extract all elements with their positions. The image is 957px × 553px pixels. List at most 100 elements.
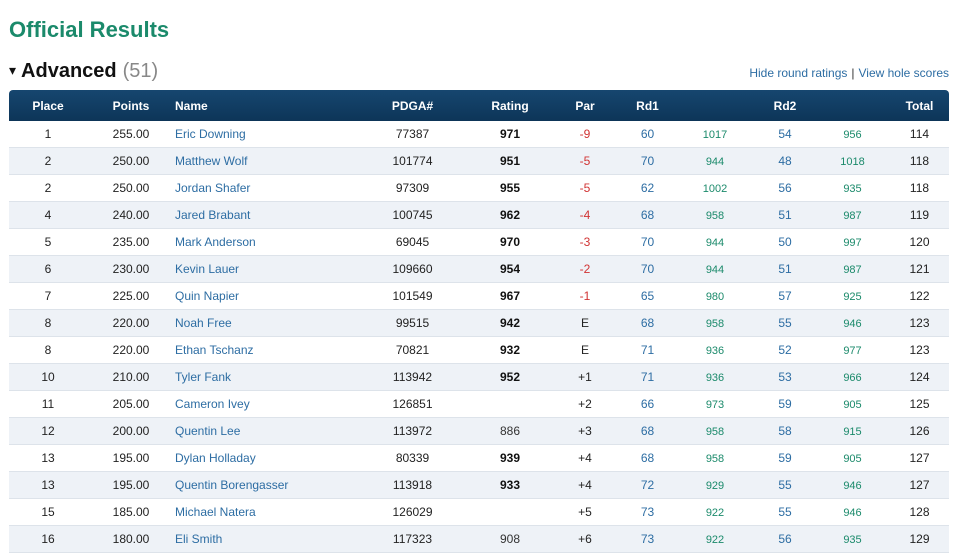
cell-rd1-score[interactable]: 68 [620, 444, 675, 472]
cell-player-name-text[interactable]: Ethan Tschanz [175, 343, 254, 357]
cell-rd2-score-text[interactable]: 51 [778, 208, 792, 222]
cell-rd2-score-text[interactable]: 52 [778, 343, 792, 357]
cell-player-name-text[interactable]: Michael Natera [175, 505, 256, 519]
header-total[interactable]: Total [905, 98, 934, 113]
cell-rd1-score[interactable]: 71 [620, 363, 675, 391]
division-header[interactable]: ▾ Advanced (51) [9, 60, 158, 83]
cell-rd1-score[interactable]: 70 [620, 147, 675, 175]
cell-player-name[interactable]: Mark Anderson [175, 228, 355, 256]
cell-rd1-score-text[interactable]: 73 [640, 505, 655, 519]
cell-rd1-score-text[interactable]: 68 [640, 424, 655, 438]
cell-rd1-score-text[interactable]: 70 [640, 235, 655, 249]
cell-rd1-score[interactable]: 68 [620, 309, 675, 337]
cell-player-name-text[interactable]: Noah Free [175, 316, 232, 330]
cell-rd1-score[interactable]: 72 [620, 471, 675, 499]
cell-player-name-text[interactable]: Eli Smith [175, 532, 223, 546]
cell-rd2-score[interactable]: 55 [755, 471, 815, 499]
cell-player-name-text[interactable]: Quin Napier [175, 289, 240, 303]
cell-rd1-score[interactable]: 62 [620, 174, 675, 202]
cell-rd1-score[interactable]: 60 [620, 121, 675, 148]
cell-rd2-score-text[interactable]: 56 [778, 532, 792, 546]
cell-rd1-score-text[interactable]: 73 [640, 532, 655, 546]
cell-rd2-score[interactable]: 55 [755, 309, 815, 337]
cell-rd2-score-text[interactable]: 56 [778, 181, 792, 195]
cell-player-name-text[interactable]: Jared Brabant [175, 208, 251, 222]
cell-rd2-score[interactable]: 51 [755, 201, 815, 229]
header-rating[interactable]: Rating [491, 98, 529, 113]
cell-rd1-score[interactable]: 73 [620, 525, 675, 553]
cell-player-name-text[interactable]: Matthew Wolf [175, 154, 248, 168]
cell-rd2-score-text[interactable]: 57 [778, 289, 792, 303]
cell-player-name-text[interactable]: Jordan Shafer [175, 181, 251, 195]
cell-rd2-score[interactable]: 56 [755, 174, 815, 202]
header-rd1[interactable]: Rd1 [636, 98, 659, 113]
cell-rd1-score-text[interactable]: 71 [640, 370, 655, 384]
cell-rd1-score[interactable]: 71 [620, 336, 675, 364]
cell-rd2-score-text[interactable]: 51 [778, 262, 792, 276]
cell-rd2-score[interactable]: 48 [755, 147, 815, 175]
collapse-triangle-icon[interactable]: ▾ [9, 62, 17, 78]
cell-rd1-score-text[interactable]: 65 [640, 289, 655, 303]
cell-player-name[interactable]: Quentin Lee [175, 417, 355, 445]
cell-rd2-score-text[interactable]: 59 [778, 397, 792, 411]
cell-rd2-score[interactable]: 55 [755, 498, 815, 526]
cell-rd2-score-text[interactable]: 55 [778, 478, 792, 492]
cell-rd2-score[interactable]: 54 [755, 121, 815, 148]
cell-player-name-text[interactable]: Quentin Borengasser [175, 478, 289, 492]
cell-rd1-score[interactable]: 73 [620, 498, 675, 526]
cell-rd1-score-text[interactable]: 62 [640, 181, 655, 195]
cell-rd2-score[interactable]: 50 [755, 228, 815, 256]
cell-player-name[interactable]: Eli Smith [175, 525, 355, 553]
header-points[interactable]: Points [112, 98, 150, 113]
cell-rd2-score-text[interactable]: 55 [778, 316, 792, 330]
cell-rd1-score-text[interactable]: 68 [640, 316, 655, 330]
cell-rd2-score[interactable]: 56 [755, 525, 815, 553]
cell-rd2-score[interactable]: 59 [755, 390, 815, 418]
header-par[interactable]: Par [575, 98, 595, 113]
header-name[interactable]: Name [175, 98, 208, 113]
cell-rd1-score-text[interactable]: 66 [640, 397, 655, 411]
cell-rd2-score[interactable]: 51 [755, 255, 815, 283]
cell-player-name[interactable]: Noah Free [175, 309, 355, 337]
cell-rd1-score[interactable]: 66 [620, 390, 675, 418]
cell-rd1-score-text[interactable]: 70 [640, 154, 655, 168]
cell-player-name-text[interactable]: Cameron Ivey [175, 397, 250, 411]
cell-rd2-score-text[interactable]: 58 [778, 424, 792, 438]
cell-player-name[interactable]: Eric Downing [175, 121, 355, 148]
view-hole-scores-link[interactable]: View hole scores [858, 66, 950, 80]
hide-round-ratings-link[interactable]: Hide round ratings [749, 66, 848, 80]
cell-rd2-score[interactable]: 53 [755, 363, 815, 391]
cell-player-name[interactable]: Tyler Fank [175, 363, 355, 391]
cell-player-name[interactable]: Dylan Holladay [175, 444, 355, 472]
cell-player-name[interactable]: Kevin Lauer [175, 255, 355, 283]
cell-rd1-score[interactable]: 68 [620, 417, 675, 445]
cell-player-name[interactable]: Michael Natera [175, 498, 355, 526]
cell-player-name[interactable]: Quin Napier [175, 282, 355, 310]
cell-rd2-score-text[interactable]: 59 [778, 451, 792, 465]
cell-rd2-score[interactable]: 59 [755, 444, 815, 472]
cell-rd1-score[interactable]: 65 [620, 282, 675, 310]
cell-rd1-score-text[interactable]: 70 [640, 262, 655, 276]
cell-rd1-score-text[interactable]: 68 [640, 451, 655, 465]
cell-rd2-score[interactable]: 52 [755, 336, 815, 364]
cell-player-name[interactable]: Matthew Wolf [175, 147, 355, 175]
cell-rd1-score-text[interactable]: 60 [640, 127, 655, 141]
cell-player-name-text[interactable]: Tyler Fank [175, 370, 232, 384]
cell-rd1-score[interactable]: 70 [620, 228, 675, 256]
cell-rd2-score[interactable]: 58 [755, 417, 815, 445]
cell-player-name-text[interactable]: Quentin Lee [175, 424, 241, 438]
cell-player-name-text[interactable]: Dylan Holladay [175, 451, 256, 465]
cell-rd1-score-text[interactable]: 71 [640, 343, 655, 357]
cell-player-name-text[interactable]: Kevin Lauer [175, 262, 240, 276]
header-pdga[interactable]: PDGA# [391, 98, 434, 113]
cell-player-name[interactable]: Quentin Borengasser [175, 471, 355, 499]
cell-rd1-score-text[interactable]: 68 [640, 208, 655, 222]
cell-player-name-text[interactable]: Mark Anderson [175, 235, 256, 249]
cell-rd2-score-text[interactable]: 55 [778, 505, 792, 519]
cell-rd2-score-text[interactable]: 53 [778, 370, 792, 384]
cell-rd1-score[interactable]: 70 [620, 255, 675, 283]
cell-player-name[interactable]: Cameron Ivey [175, 390, 355, 418]
cell-rd1-score-text[interactable]: 72 [640, 478, 655, 492]
cell-rd2-score-text[interactable]: 50 [778, 235, 792, 249]
header-rd2[interactable]: Rd2 [773, 98, 797, 113]
